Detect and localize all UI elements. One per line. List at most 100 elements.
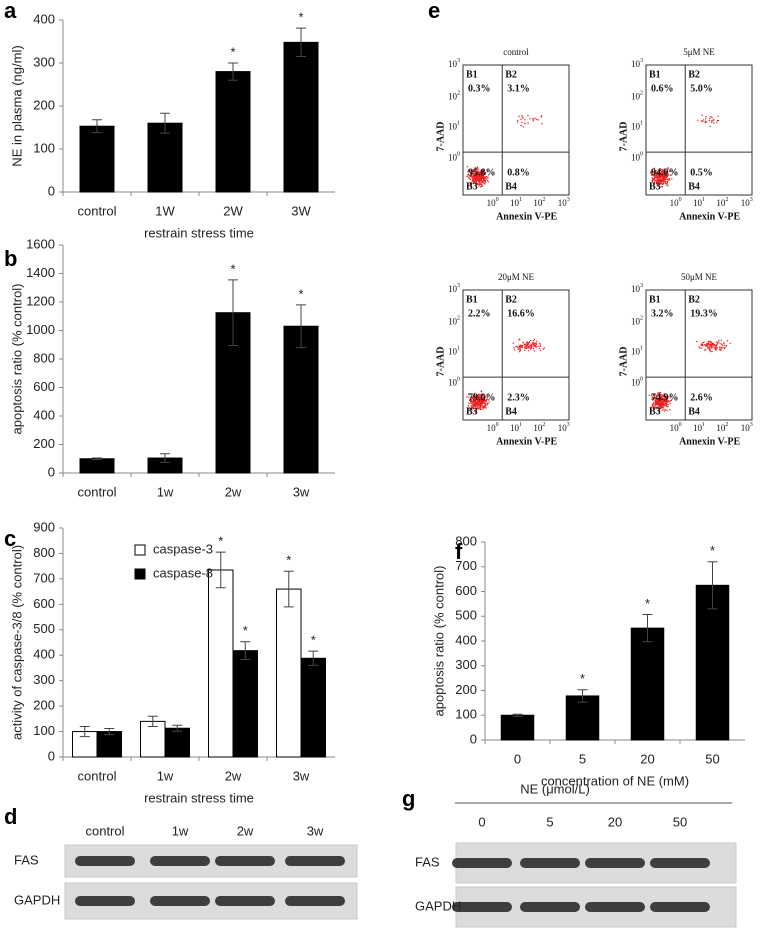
event-dot — [709, 348, 711, 350]
quadrant-percent: 0.5% — [690, 167, 713, 178]
event-dot — [660, 399, 662, 402]
event-dot — [486, 396, 488, 399]
event-dot — [653, 393, 656, 395]
event-dot — [484, 173, 486, 176]
event-dot — [540, 116, 543, 118]
event-dot — [707, 341, 710, 343]
event-dot — [664, 171, 666, 174]
tick-base: 10 — [487, 198, 497, 208]
tick-exponent: 3 — [567, 422, 570, 428]
tick-base: 10 — [448, 284, 458, 294]
event-dot — [478, 179, 480, 181]
event-dot — [709, 343, 712, 346]
event-dot — [523, 343, 526, 345]
y-tick-label: 200 — [33, 436, 55, 451]
event-dot — [522, 126, 525, 128]
event-dot — [476, 408, 478, 410]
band — [150, 856, 210, 866]
event-dot — [716, 342, 718, 344]
event-dot — [661, 398, 664, 401]
event-dot — [659, 391, 662, 394]
event-dot — [665, 176, 667, 178]
event-dot — [665, 404, 667, 407]
tick-exponent: 3 — [457, 283, 460, 289]
quadrant-name: B1 — [466, 69, 478, 80]
event-dot — [711, 120, 713, 122]
plot-frame — [462, 64, 570, 196]
event-dot — [660, 402, 662, 404]
event-dot — [480, 185, 483, 188]
event-dot — [663, 400, 666, 402]
event-dot — [475, 400, 478, 403]
event-dot — [488, 401, 490, 403]
event-dot — [518, 346, 520, 348]
event-dot — [475, 398, 478, 401]
y-axis-label: apoptosis ratio (% control) — [431, 565, 446, 716]
quadrant-percent: 3.2% — [651, 308, 674, 319]
event-dot — [481, 184, 483, 186]
panel-label: c — [4, 526, 16, 551]
event-dot — [660, 403, 663, 406]
event-dot — [653, 401, 655, 404]
x-tick-label: control — [77, 768, 116, 783]
event-dot — [667, 185, 669, 187]
event-dot — [476, 170, 478, 172]
error-bar — [79, 725, 90, 738]
significance-mark: * — [230, 261, 235, 276]
x-tick-label: 50 — [705, 751, 719, 766]
event-dot — [482, 394, 484, 396]
event-dot — [700, 344, 702, 347]
event-dot — [699, 347, 701, 349]
plot-frame — [645, 64, 753, 196]
event-dot — [470, 181, 472, 184]
legend-label: caspase-8 — [153, 565, 213, 580]
y-tick-label: 400 — [455, 632, 477, 647]
bar — [79, 458, 115, 474]
event-dot — [473, 173, 475, 175]
event-dot — [662, 181, 665, 183]
event-dot — [654, 408, 656, 410]
event-dot — [482, 408, 484, 410]
event-dot — [712, 118, 715, 121]
y-tick-label: 600 — [33, 596, 55, 611]
event-dot — [659, 174, 662, 176]
event-dot — [704, 120, 706, 122]
event-dot — [521, 115, 523, 117]
quadrant-percent: 0.8% — [507, 167, 529, 178]
event-dot — [518, 339, 520, 341]
legend-swatch — [134, 568, 146, 580]
tick-exponent: 0 — [496, 197, 499, 203]
x-tick-label: 20 — [640, 751, 654, 766]
bar — [276, 588, 302, 758]
event-dot — [660, 172, 662, 175]
tick-exponent: 0 — [640, 152, 643, 158]
event-dot — [469, 183, 471, 185]
event-dot — [485, 178, 488, 180]
quadrant-name: B2 — [688, 294, 700, 305]
tick-base: 10 — [670, 423, 680, 433]
x-tick-label: 2W — [223, 203, 243, 218]
y-tick-label: 103 — [448, 283, 460, 294]
tick-exponent: 0 — [457, 377, 460, 383]
event-dot — [709, 125, 711, 128]
event-dot — [657, 406, 659, 408]
event-dot — [482, 176, 484, 178]
event-dot — [487, 176, 489, 178]
event-dot — [524, 343, 527, 345]
x-tick-label: 103 — [741, 197, 753, 208]
event-dot — [657, 182, 659, 184]
event-dot — [468, 393, 470, 395]
quadrant-percent: 16.6% — [507, 308, 534, 319]
x-axis-label: restrain stress time — [144, 790, 254, 805]
event-dot — [532, 339, 535, 342]
event-dot — [658, 392, 661, 394]
error-bar — [160, 112, 170, 134]
row-label: GAPDH — [415, 898, 461, 913]
quadrant-percent: 95.8% — [468, 167, 496, 178]
event-dot — [524, 122, 526, 124]
error-bar — [228, 62, 238, 81]
event-dot — [705, 121, 707, 123]
bar — [283, 325, 319, 474]
error-bar — [228, 279, 238, 346]
tick-exponent: 2 — [542, 197, 545, 203]
